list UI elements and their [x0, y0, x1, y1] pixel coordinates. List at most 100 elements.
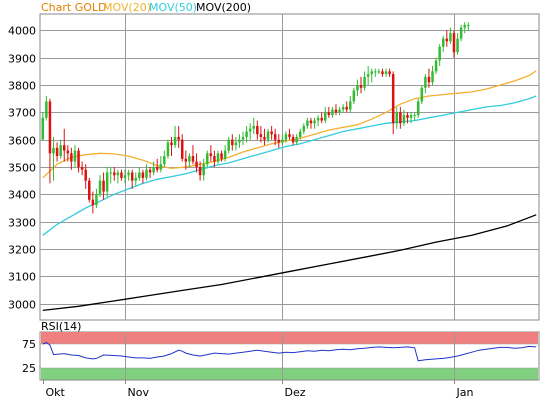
price-y-tick-label: 3400: [8, 189, 36, 202]
candle: [416, 98, 420, 118]
candle-body: [41, 117, 45, 140]
candle-body: [320, 117, 323, 121]
candle: [59, 139, 62, 159]
candle-body: [288, 134, 291, 137]
candle-body: [152, 167, 155, 173]
candle: [359, 76, 363, 94]
candle-body: [113, 172, 116, 176]
candle-body: [259, 134, 263, 137]
candle-body: [177, 136, 180, 140]
candle-body: [349, 101, 352, 110]
candle-body: [59, 145, 62, 157]
candle: [327, 106, 331, 118]
candle-body: [105, 172, 109, 192]
candle: [284, 131, 288, 143]
candle: [291, 134, 295, 146]
candle: [77, 147, 80, 173]
legend-ma20-label: MOV(20): [103, 1, 151, 14]
rsi-line-layer: [42, 342, 537, 362]
legend-ma50-label: MOV(50): [149, 1, 197, 14]
candle-body: [341, 106, 345, 110]
candle-body: [138, 172, 141, 178]
candle-body: [424, 76, 427, 88]
candle-body: [284, 134, 288, 140]
candle: [331, 106, 334, 118]
candle: [370, 68, 373, 83]
candle: [241, 131, 245, 146]
candle: [313, 117, 316, 129]
candle: [456, 33, 459, 55]
candle: [427, 68, 431, 88]
candle-body: [252, 126, 255, 129]
candle-body: [223, 150, 227, 159]
candle-body: [270, 131, 273, 135]
candle-body: [356, 85, 359, 91]
candle-body: [202, 164, 205, 176]
candle-body: [248, 128, 252, 132]
candle: [388, 68, 391, 77]
candle-body: [191, 156, 195, 162]
candle-body: [359, 85, 363, 88]
candle: [252, 117, 255, 135]
candle: [138, 167, 141, 181]
candle: [209, 145, 213, 162]
candle-body: [130, 172, 134, 181]
candle: [152, 161, 155, 176]
candle-body: [73, 150, 77, 162]
candle-body: [213, 156, 216, 162]
candle: [377, 68, 381, 75]
candle-body: [238, 139, 241, 143]
candle: [459, 24, 463, 42]
x-tick-label: Dez: [285, 386, 306, 399]
candle: [66, 145, 70, 162]
legend: Chart GOLD MOV(20) MOV(50) MOV(200): [41, 1, 251, 14]
x-axis: Okt Nov Dez Jan: [40, 379, 539, 399]
candle: [349, 95, 352, 113]
candle: [302, 123, 306, 135]
candle-body: [84, 169, 87, 181]
price-y-tick-label: 3900: [8, 53, 36, 66]
rsi-label: RSI(14): [41, 320, 81, 333]
candle-body: [88, 180, 91, 200]
ma50-line: [42, 95, 537, 236]
candle: [41, 112, 45, 140]
candle-body: [241, 136, 245, 140]
candle: [116, 169, 120, 184]
candle: [256, 120, 259, 140]
candle-body: [166, 142, 170, 157]
candle: [434, 57, 438, 75]
candle-body: [459, 27, 463, 39]
legend-ma200-label: MOV(200): [196, 1, 251, 14]
candle-body: [116, 172, 120, 176]
candle-body: [188, 156, 191, 162]
x-tick-label: Okt: [46, 386, 66, 399]
candle: [45, 95, 48, 121]
candle-body: [48, 101, 52, 154]
candle: [163, 150, 166, 167]
rsi-grid: [40, 332, 539, 380]
rsi-panel: 25 75 RSI(14): [22, 320, 540, 381]
price-y-tick-label: 3100: [8, 271, 36, 284]
candle-body: [245, 131, 248, 137]
candle: [452, 30, 456, 58]
candle: [198, 161, 202, 181]
candle-body: [220, 153, 223, 159]
candle: [159, 156, 163, 173]
candle-body: [148, 169, 152, 173]
candle-body: [109, 172, 112, 174]
candle-body: [363, 76, 366, 88]
price-grid: [40, 14, 539, 320]
candle: [173, 126, 177, 148]
candle-body: [402, 115, 406, 124]
x-tick-label: Nov: [128, 386, 150, 399]
candle-body: [159, 164, 163, 170]
candle-body: [123, 175, 127, 178]
candle-body: [155, 167, 159, 170]
candle: [281, 134, 284, 146]
candle-body: [384, 71, 388, 75]
candle: [141, 169, 145, 184]
candle-body: [91, 199, 95, 206]
candle-body: [273, 134, 277, 140]
candle-body: [206, 153, 209, 165]
candle-body: [338, 109, 341, 113]
